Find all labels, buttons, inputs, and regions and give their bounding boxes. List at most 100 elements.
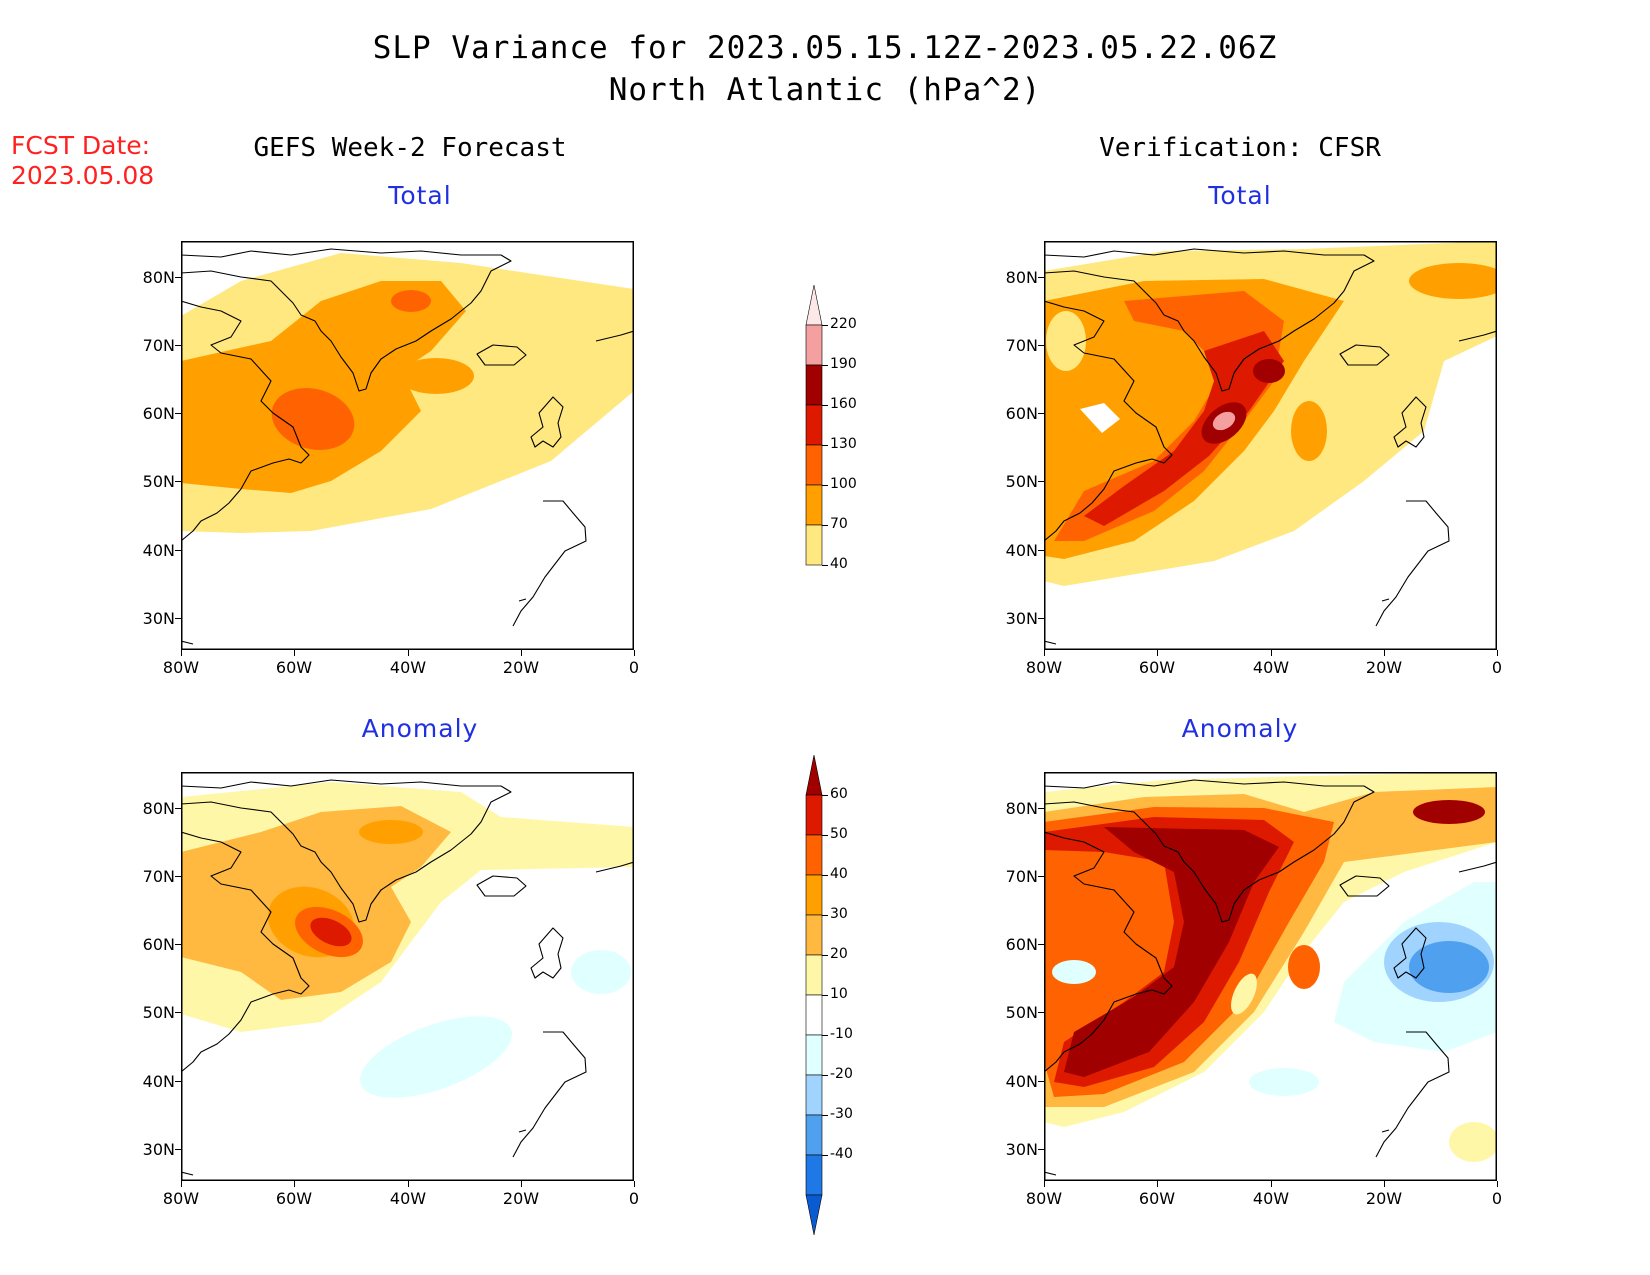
longitude-label: 80W	[162, 1189, 200, 1208]
contour-fill	[1253, 359, 1285, 383]
contour-fill	[1288, 945, 1320, 989]
latitude-label: 60N	[142, 404, 175, 423]
contour-fill	[1084, 331, 1284, 526]
contour-fill	[1052, 960, 1096, 984]
longitude-tick	[1384, 650, 1385, 656]
latitude-tick	[1038, 550, 1044, 551]
colorbar-label: 70	[830, 516, 848, 532]
colorbar-tick	[822, 525, 828, 526]
latitude-label: 30N	[142, 609, 175, 628]
latitude-tick	[1038, 808, 1044, 809]
map-frame	[1044, 772, 1497, 1181]
coastline	[1044, 248, 1497, 645]
subtitle-forecast-total: Total	[388, 181, 452, 210]
longitude-tick	[181, 1181, 182, 1187]
longitude-tick	[1271, 1181, 1272, 1187]
longitude-label: 40W	[389, 1189, 427, 1208]
latitude-label: 80N	[142, 268, 175, 287]
latitude-tick	[175, 808, 181, 809]
longitude-label: 80W	[1025, 658, 1063, 677]
latitude-tick	[175, 413, 181, 414]
map-forecast-anomaly	[181, 772, 634, 1181]
colorbar-segment	[805, 1074, 823, 1116]
contour-fill	[359, 820, 423, 844]
colorbar-segment	[805, 1154, 823, 1196]
longitude-tick	[634, 650, 635, 656]
shaded-field	[1044, 241, 1497, 586]
latitude-label: 80N	[142, 799, 175, 818]
colorbar-tick	[822, 955, 828, 956]
colorbar-segment	[805, 524, 823, 566]
contour-fill	[391, 290, 431, 312]
colorbar-segment	[805, 404, 823, 446]
latitude-tick	[175, 618, 181, 619]
latitude-label: 40N	[1005, 541, 1038, 560]
colorbar-label: 50	[830, 826, 848, 842]
colorbar-segment	[805, 874, 823, 916]
colorbar-label: -40	[830, 1146, 853, 1162]
latitude-label: 50N	[142, 472, 175, 491]
colorbar-tick	[822, 445, 828, 446]
colorbar-tick	[822, 365, 828, 366]
colorbar-label: 30	[830, 906, 848, 922]
latitude-tick	[1038, 1081, 1044, 1082]
latitude-label: 30N	[142, 1140, 175, 1159]
colorbar-tip-bottom	[805, 1194, 823, 1236]
longitude-label: 20W	[1365, 1189, 1403, 1208]
contour-fill	[1413, 800, 1485, 824]
longitude-tick	[1157, 1181, 1158, 1187]
contour-fill	[1249, 1068, 1319, 1096]
longitude-label: 60W	[275, 658, 313, 677]
shaded-field	[181, 253, 634, 533]
latitude-tick	[1038, 876, 1044, 877]
longitude-label: 80W	[1025, 1189, 1063, 1208]
latitude-label: 70N	[1005, 867, 1038, 886]
colorbar-anomaly: 60 50 40 30 20 10 -10 -20 -30 -40	[800, 754, 870, 1249]
latitude-label: 70N	[142, 336, 175, 355]
latitude-label: 40N	[142, 1072, 175, 1091]
colorbar-label: 10	[830, 986, 848, 1002]
latitude-label: 40N	[1005, 1072, 1038, 1091]
colorbar-segment	[805, 1034, 823, 1076]
longitude-label: 40W	[389, 658, 427, 677]
chart-title-line1: SLP Variance for 2023.05.15.12Z-2023.05.…	[372, 30, 1278, 66]
column-header-verification: Verification: CFSR	[1099, 133, 1381, 163]
longitude-label: 60W	[1138, 658, 1176, 677]
map-forecast-total	[181, 241, 634, 650]
latitude-tick	[175, 550, 181, 551]
colorbar-tick	[822, 1155, 828, 1156]
colorbar-segment	[805, 484, 823, 526]
longitude-label: 0	[1491, 658, 1503, 677]
longitude-label: 20W	[1365, 658, 1403, 677]
longitude-tick	[1271, 650, 1272, 656]
latitude-tick	[1038, 481, 1044, 482]
colorbar-tick	[822, 1035, 828, 1036]
colorbar-segment	[805, 914, 823, 956]
longitude-label: 60W	[275, 1189, 313, 1208]
colorbar-tick	[822, 485, 828, 486]
subtitle-verification-anomaly: Anomaly	[1181, 714, 1299, 743]
contour-fill	[1409, 263, 1497, 299]
latitude-tick	[1038, 413, 1044, 414]
contour-fill	[1449, 1122, 1497, 1162]
colorbar-segment	[805, 994, 823, 1036]
latitude-tick	[175, 345, 181, 346]
colorbar-label: -10	[830, 1026, 853, 1042]
longitude-tick	[1044, 1181, 1045, 1187]
longitude-label: 20W	[502, 658, 540, 677]
colorbar-segment	[805, 954, 823, 996]
colorbar-label: 60	[830, 786, 848, 802]
colorbar-tick	[822, 1075, 828, 1076]
longitude-label: 60W	[1138, 1189, 1176, 1208]
column-header-forecast: GEFS Week-2 Forecast	[253, 133, 567, 163]
longitude-tick	[408, 1181, 409, 1187]
coastline	[1044, 779, 1497, 1176]
longitude-tick	[521, 650, 522, 656]
subtitle-verification-total: Total	[1208, 181, 1272, 210]
latitude-label: 30N	[1005, 1140, 1038, 1159]
chart-title-line2: North Atlantic (hPa^2)	[608, 72, 1042, 108]
colorbar-segment	[805, 794, 823, 836]
longitude-label: 0	[1491, 1189, 1503, 1208]
colorbar-segment	[805, 444, 823, 486]
map-verification-anomaly	[1044, 772, 1497, 1181]
